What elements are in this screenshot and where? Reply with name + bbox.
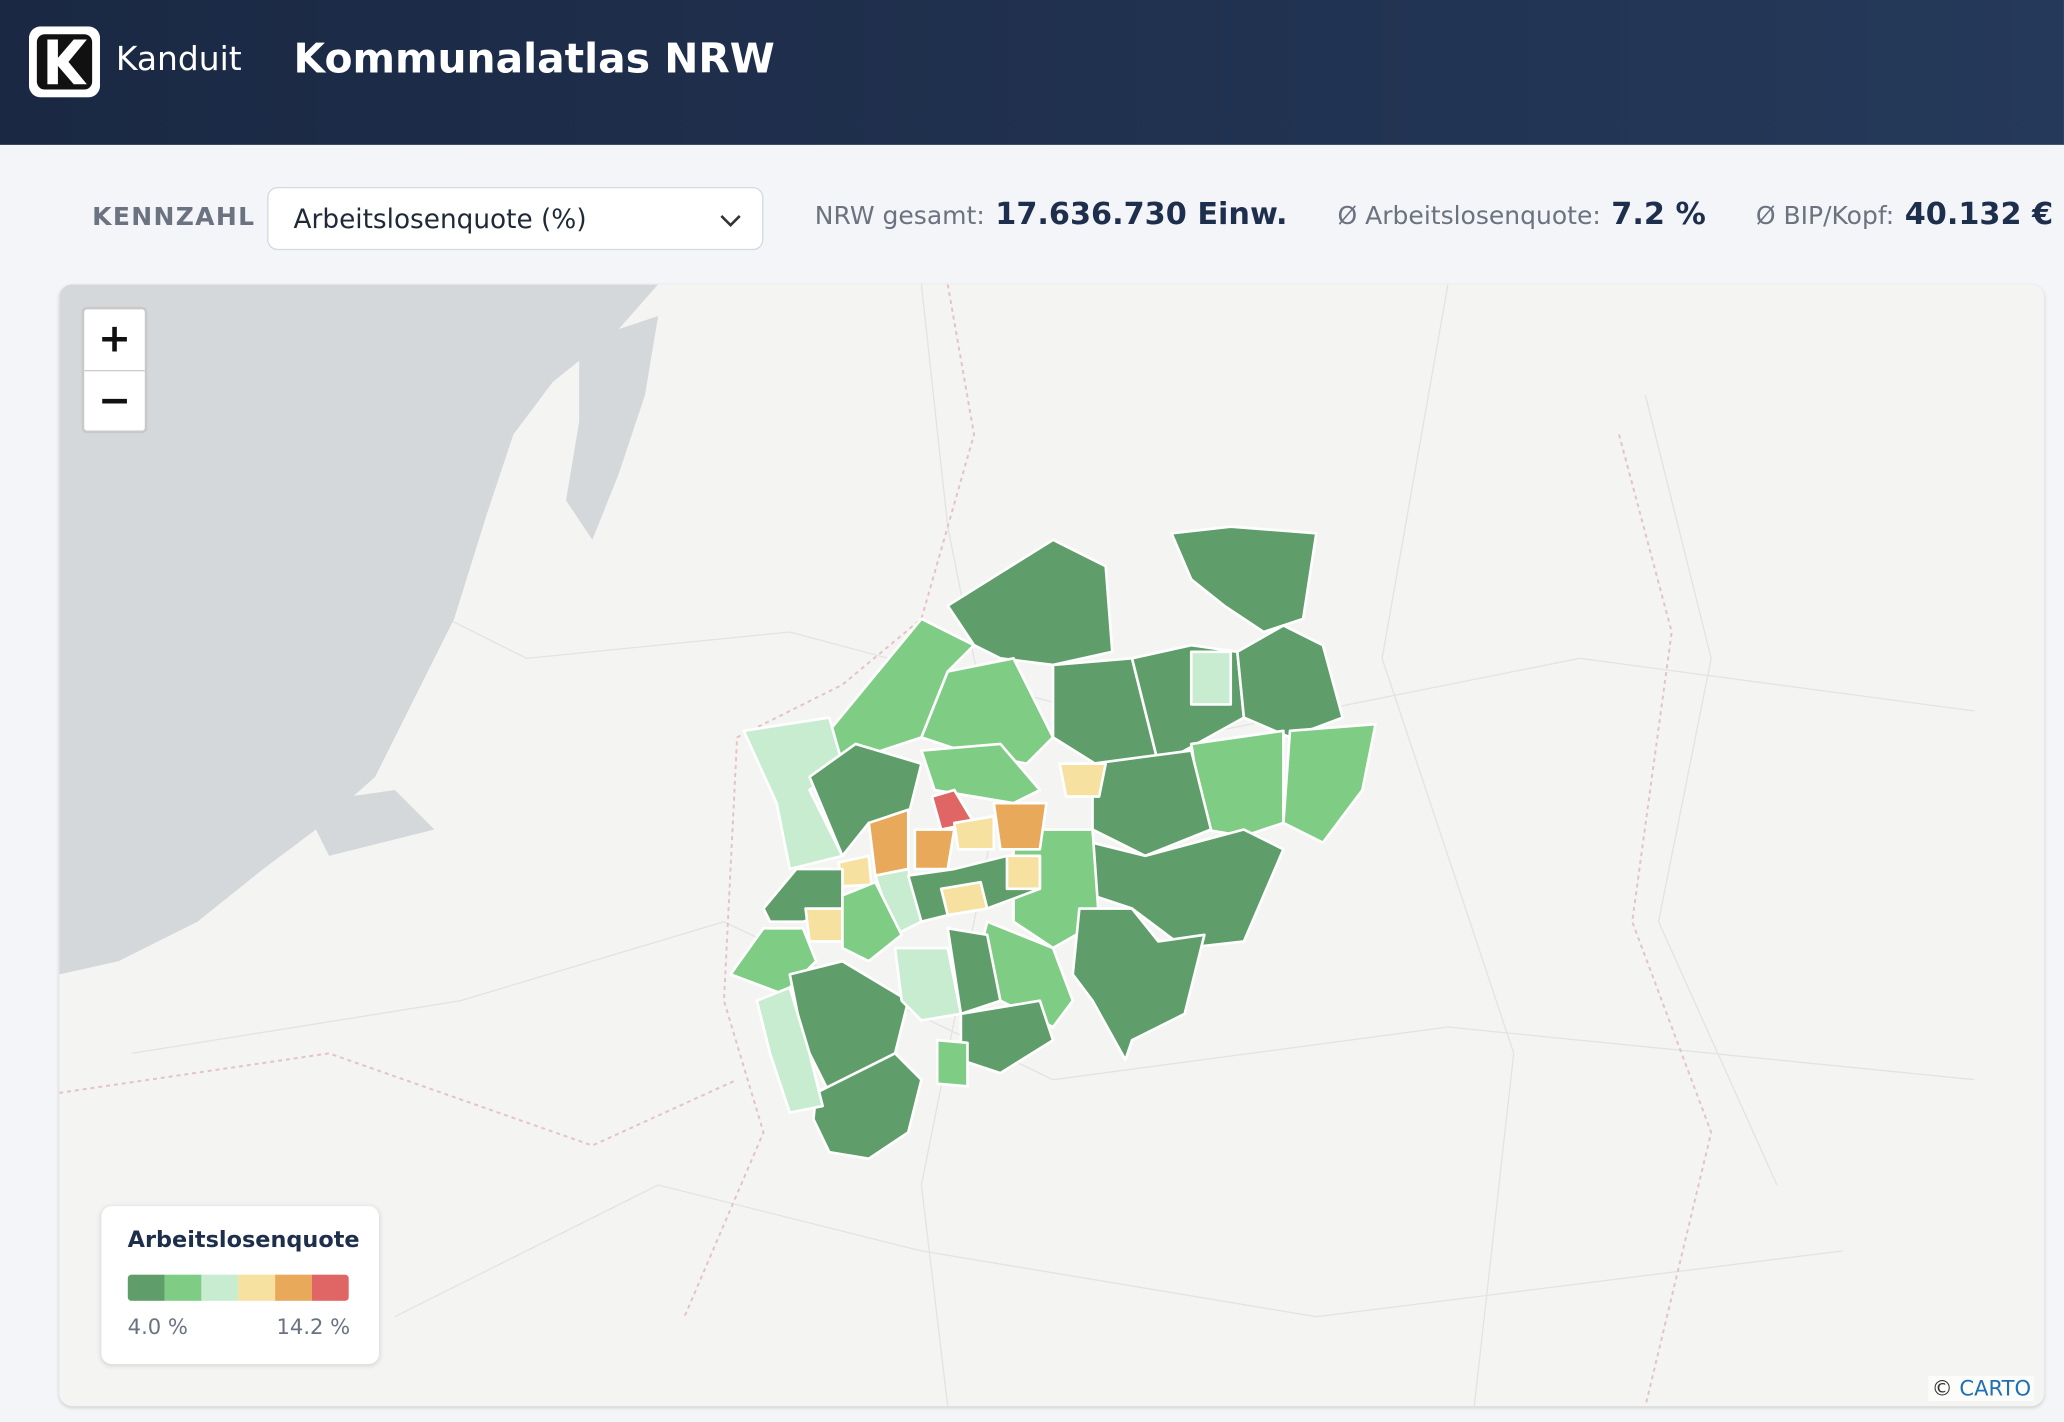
- logo[interactable]: [28, 26, 101, 98]
- region: [992, 801, 1048, 851]
- zoom-in[interactable]: +: [84, 309, 145, 372]
- stat: Ø BIP/Kopf: 40.132 €: [1756, 198, 2053, 232]
- region: [946, 538, 1114, 667]
- stats: NRW gesamt: 17.636.730 Einw. Ø Arbeitslose…: [815, 198, 2064, 232]
- region: [1236, 624, 1344, 739]
- sea: [59, 284, 659, 975]
- header: Kanduit Kommunalatlas NRW: [0, 0, 2064, 145]
- region: [1091, 828, 1285, 950]
- swatch: [164, 1274, 202, 1301]
- region: [742, 716, 844, 871]
- map[interactable]: + − Arbeitslosenquote 4.0 % 14.2 % © CAR…: [59, 284, 2045, 1407]
- swatch: [201, 1274, 239, 1301]
- region: [812, 1052, 923, 1161]
- select-value: Arbeitslosenquote (%): [293, 202, 587, 235]
- region: [804, 907, 844, 943]
- metric-select[interactable]: Arbeitslosenquote (%): [267, 186, 764, 251]
- region: [1071, 907, 1206, 1062]
- region: [1058, 762, 1108, 798]
- stat-label: NRW gesamt:: [814, 201, 985, 231]
- regions: [729, 525, 1377, 1161]
- region: [935, 1038, 969, 1088]
- region: [920, 657, 1055, 766]
- stat: NRW gesamt: 17.636.730 Einw.: [815, 198, 1288, 232]
- stat-value: 17.636.730 Einw.: [995, 197, 1288, 232]
- region: [1170, 525, 1318, 634]
- attribution-prefix: ©: [1931, 1375, 1953, 1401]
- region: [1282, 722, 1377, 845]
- zoom-out[interactable]: −: [97, 377, 132, 424]
- map-canvas: [59, 284, 1975, 1407]
- zoom-control: + −: [81, 306, 148, 434]
- region: [867, 808, 910, 877]
- swatch: [275, 1274, 312, 1301]
- region: [893, 946, 963, 1022]
- region: [755, 986, 825, 1114]
- page-title: Kommunalatlas NRW: [293, 35, 775, 83]
- stat: Ø Arbeitslosenquote: 7.2 %: [1338, 198, 1706, 232]
- chevron: [720, 215, 741, 228]
- region: [1189, 650, 1233, 706]
- stat-value: 40.132 €: [1904, 197, 2054, 232]
- legend-max: 14.2 %: [276, 1314, 351, 1340]
- swatch: [311, 1274, 349, 1301]
- region: [1005, 854, 1042, 891]
- stat-value: 7.2 %: [1611, 197, 1706, 232]
- region: [841, 880, 903, 963]
- borders: [59, 284, 1713, 1407]
- attribution-link[interactable]: CARTO: [1959, 1375, 2032, 1401]
- region: [953, 815, 996, 851]
- region: [939, 880, 989, 917]
- region: [946, 926, 1002, 1016]
- legend-min: 4.0 %: [127, 1314, 188, 1340]
- legend: Arbeitslosenquote 4.0 % 14.2 %: [101, 1206, 380, 1365]
- attribution: © CARTO: [1928, 1375, 2034, 1401]
- swatch: [238, 1274, 276, 1301]
- region: [959, 999, 1055, 1075]
- region: [1091, 749, 1213, 858]
- legend-title: Arbeitslosenquote: [127, 1227, 360, 1254]
- control-label: KENNZAHL: [92, 202, 256, 232]
- stat-label: Ø Arbeitslosenquote:: [1337, 201, 1601, 231]
- region: [913, 828, 956, 871]
- brand[interactable]: Kanduit: [115, 39, 242, 78]
- legend-scale: [127, 1274, 349, 1301]
- swatch: [127, 1274, 165, 1301]
- stat-label: Ø BIP/Kopf:: [1755, 201, 1895, 231]
